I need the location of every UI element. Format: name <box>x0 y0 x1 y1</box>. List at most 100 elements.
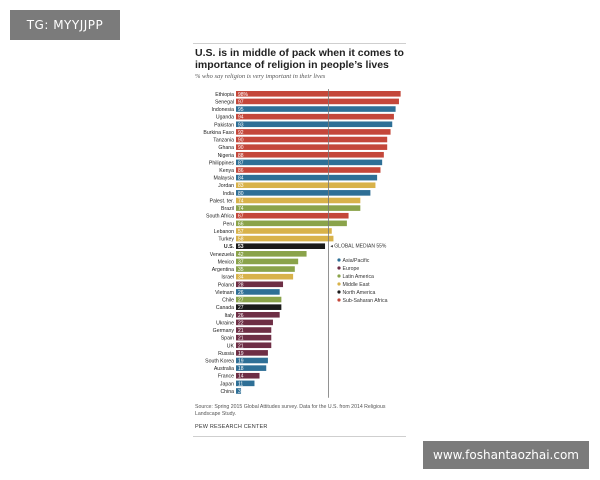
value-label: 57 <box>238 229 244 235</box>
legend-label: Asia/Pacific <box>343 258 370 264</box>
category-label: Malaysia <box>214 176 235 182</box>
category-label: India <box>223 191 234 197</box>
legend-label: Sub-Saharan Africa <box>343 298 388 304</box>
value-label: 14 <box>238 374 244 380</box>
category-label: Germany <box>213 328 235 334</box>
value-label: 11 <box>238 381 243 387</box>
category-label: Chile <box>222 298 234 304</box>
category-label: South Korea <box>205 359 234 365</box>
bar <box>236 167 381 173</box>
legend-swatch <box>337 266 341 270</box>
category-label: Jordan <box>218 183 234 189</box>
bar <box>236 281 284 288</box>
legend-swatch <box>337 258 341 262</box>
legend-swatch <box>337 274 341 278</box>
bar <box>236 380 255 387</box>
bar <box>236 342 272 349</box>
legend-label: Latin America <box>343 274 375 280</box>
category-label: Canada <box>216 305 234 311</box>
global-median-label: ◂ GLOBAL MEDIAN 55% <box>330 243 387 249</box>
bar <box>236 258 299 265</box>
category-label: Indonesia <box>212 107 235 113</box>
bar <box>236 334 272 341</box>
category-label: Palest. ter. <box>209 198 234 204</box>
category-label: Ethiopia <box>215 92 234 98</box>
bar <box>236 151 384 158</box>
value-label: 83 <box>238 183 244 189</box>
chart-title: U.S. is in middle of pack when it comes … <box>195 47 404 71</box>
bar <box>236 106 396 112</box>
value-label: 19 <box>238 351 244 357</box>
value-label: 34 <box>238 275 244 281</box>
credit-line: PEW RESEARCH CENTER <box>195 424 268 430</box>
legend-swatch <box>337 290 341 294</box>
value-label: 37 <box>238 259 244 265</box>
value-label: 74 <box>238 206 244 212</box>
bar <box>236 388 242 394</box>
category-label: Russia <box>218 351 234 357</box>
category-label: Poland <box>218 282 234 288</box>
value-label: 87 <box>238 160 244 166</box>
value-label: 35 <box>238 267 244 273</box>
bar <box>236 98 399 105</box>
bottom-rule <box>193 436 406 437</box>
category-label: Brazil <box>221 206 234 212</box>
bar <box>236 365 267 371</box>
legend-label: Europe <box>343 266 360 272</box>
bar <box>236 304 282 310</box>
value-label: 88 <box>238 153 244 159</box>
bar <box>236 357 268 364</box>
value-label: 3 <box>238 389 241 395</box>
bar <box>236 296 282 303</box>
value-label: 26 <box>238 290 244 296</box>
bar <box>236 91 401 97</box>
value-label: 86 <box>238 168 244 174</box>
value-label: 21 <box>238 343 244 349</box>
category-label: France <box>218 374 234 380</box>
bar <box>236 273 294 280</box>
category-label: Ghana <box>218 145 234 151</box>
bar <box>236 235 334 242</box>
bar <box>236 113 394 120</box>
legend-swatch <box>337 282 341 286</box>
bar <box>236 251 307 257</box>
value-label: 90 <box>238 138 244 144</box>
category-label: Mexico <box>218 259 235 265</box>
category-label: South Africa <box>206 214 234 220</box>
bar <box>236 136 388 143</box>
bar <box>236 319 273 326</box>
value-label: 97 <box>238 99 244 105</box>
bar <box>236 350 268 356</box>
bar <box>236 197 361 204</box>
category-label: Philippines <box>209 160 234 166</box>
value-label: 22 <box>238 320 244 326</box>
category-label: Venezuela <box>210 252 234 258</box>
bar <box>236 212 349 219</box>
value-label: 94 <box>238 115 244 121</box>
category-label: Peru <box>223 221 234 227</box>
watermark-top-left: TG: MYYJJPP <box>10 10 120 40</box>
value-label: 84 <box>238 176 244 182</box>
value-label: 95 <box>238 107 244 113</box>
category-label: Spain <box>221 336 234 342</box>
value-label: 21 <box>238 328 244 334</box>
bar <box>236 243 326 249</box>
category-label: Israel <box>221 275 234 281</box>
value-label: 19 <box>238 359 244 365</box>
bar <box>236 289 280 295</box>
category-label: Vietnam <box>215 290 234 296</box>
value-label: 42 <box>238 252 244 258</box>
bar <box>236 174 378 181</box>
bar <box>236 266 295 272</box>
category-label: Argentina <box>212 267 234 273</box>
value-label: 92 <box>238 130 244 136</box>
value-label: 27 <box>238 305 244 311</box>
value-label: 18 <box>238 366 244 372</box>
value-label: 93 <box>238 122 244 128</box>
category-label: Italy <box>224 313 234 319</box>
value-label: 26 <box>238 313 244 319</box>
bar <box>236 144 388 150</box>
value-label: 53 <box>238 244 244 250</box>
value-label: 80 <box>238 191 244 197</box>
